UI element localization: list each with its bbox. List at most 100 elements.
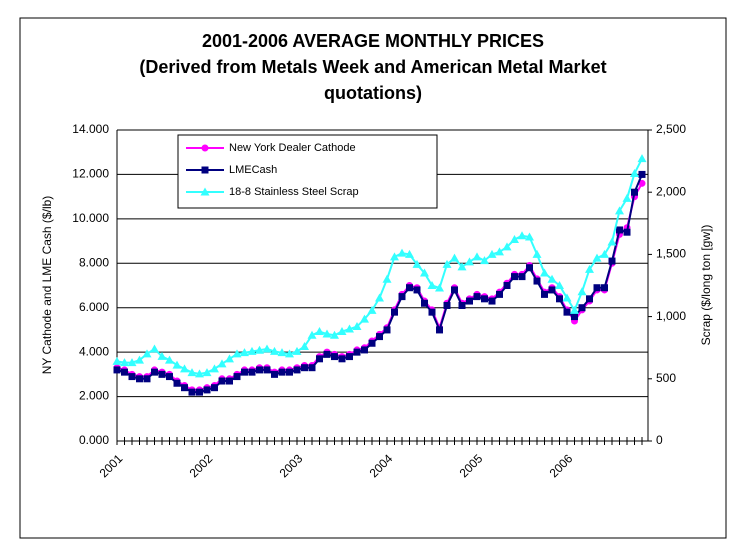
legend-label: New York Dealer Cathode	[229, 142, 356, 154]
point	[532, 249, 542, 258]
point	[428, 308, 436, 316]
chart-subtitle: (Derived from Metals Week and American M…	[139, 57, 606, 77]
point	[150, 344, 159, 353]
point	[601, 284, 608, 292]
point	[352, 322, 362, 331]
point	[383, 326, 391, 334]
point	[172, 360, 182, 369]
point	[301, 364, 308, 372]
point	[398, 293, 406, 301]
point	[278, 368, 286, 376]
point	[480, 256, 489, 265]
point	[586, 295, 593, 303]
point	[285, 349, 294, 358]
point	[517, 231, 527, 240]
point	[563, 308, 571, 316]
point	[203, 386, 211, 394]
point	[592, 253, 602, 262]
y-tick-label: 12.000	[72, 167, 109, 181]
point	[240, 348, 249, 357]
y-tick-label: 2.000	[79, 389, 109, 403]
point	[571, 313, 578, 321]
point	[397, 248, 407, 257]
point	[188, 388, 196, 396]
point	[127, 358, 137, 367]
point	[622, 193, 632, 202]
point	[315, 327, 324, 336]
point	[487, 249, 497, 258]
point	[345, 324, 354, 333]
point	[451, 286, 458, 294]
point	[555, 281, 564, 289]
point	[390, 252, 399, 261]
point	[435, 283, 444, 292]
point	[637, 154, 647, 163]
point	[547, 274, 557, 283]
point	[526, 264, 533, 272]
point	[413, 286, 421, 294]
point	[442, 259, 452, 268]
point	[368, 339, 376, 347]
point	[367, 305, 377, 314]
point	[600, 249, 609, 258]
y-axis-label: NY Cathode and LME Cash ($/lb)	[40, 196, 54, 375]
point	[195, 369, 204, 378]
point	[247, 346, 257, 355]
point	[233, 373, 241, 381]
point	[331, 353, 338, 361]
point	[338, 355, 346, 363]
point	[608, 257, 616, 265]
series-line	[116, 182, 643, 391]
frame	[19, 17, 727, 539]
legend-marker	[201, 166, 209, 174]
point	[337, 327, 347, 336]
point	[262, 344, 272, 353]
point	[361, 346, 368, 354]
y2-axis-label: Scrap ($/long ton [gw])	[699, 225, 713, 346]
point	[556, 295, 563, 303]
point	[518, 273, 526, 281]
point	[578, 304, 586, 312]
point	[187, 368, 197, 377]
legend-marker	[200, 187, 210, 196]
point	[211, 384, 218, 392]
point	[308, 364, 316, 372]
point	[322, 329, 332, 338]
point	[316, 355, 323, 363]
y2-tick-label: 2,500	[656, 122, 686, 136]
point	[421, 299, 428, 307]
point	[443, 301, 451, 309]
y-tick-label: 0.000	[79, 433, 109, 447]
legend-label: 18-8 Stainless Steel Scrap	[229, 186, 359, 198]
point	[353, 348, 361, 356]
point	[511, 273, 518, 281]
point	[232, 349, 242, 358]
point	[570, 305, 579, 314]
chart-subtitle: quotations)	[324, 83, 422, 103]
point	[488, 297, 496, 305]
point	[495, 247, 504, 256]
point	[196, 388, 203, 396]
point	[180, 364, 189, 373]
point	[540, 268, 549, 277]
point	[292, 346, 302, 355]
series	[112, 154, 647, 378]
point	[458, 301, 466, 309]
x-tick-label: 2004	[367, 451, 396, 480]
x-tick-label: 2006	[547, 451, 576, 480]
point	[548, 286, 556, 294]
legend-marker	[201, 144, 209, 152]
point	[225, 354, 234, 363]
point	[577, 287, 587, 296]
legend-label: LMECash	[229, 164, 277, 176]
point	[375, 293, 384, 302]
point	[412, 259, 422, 268]
y-tick-label: 14.000	[72, 122, 109, 136]
point	[293, 366, 301, 374]
point	[121, 368, 128, 376]
point	[510, 234, 519, 243]
point	[271, 370, 278, 378]
y2-tick-label: 0	[656, 433, 663, 447]
series	[113, 179, 646, 394]
